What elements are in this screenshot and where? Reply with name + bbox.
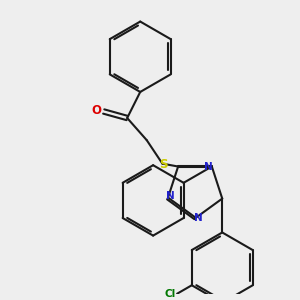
Text: N: N: [204, 162, 213, 172]
Text: O: O: [92, 104, 102, 117]
Text: N: N: [194, 213, 203, 223]
Text: N: N: [166, 191, 175, 201]
Text: Cl: Cl: [164, 290, 175, 299]
Text: S: S: [159, 158, 167, 171]
